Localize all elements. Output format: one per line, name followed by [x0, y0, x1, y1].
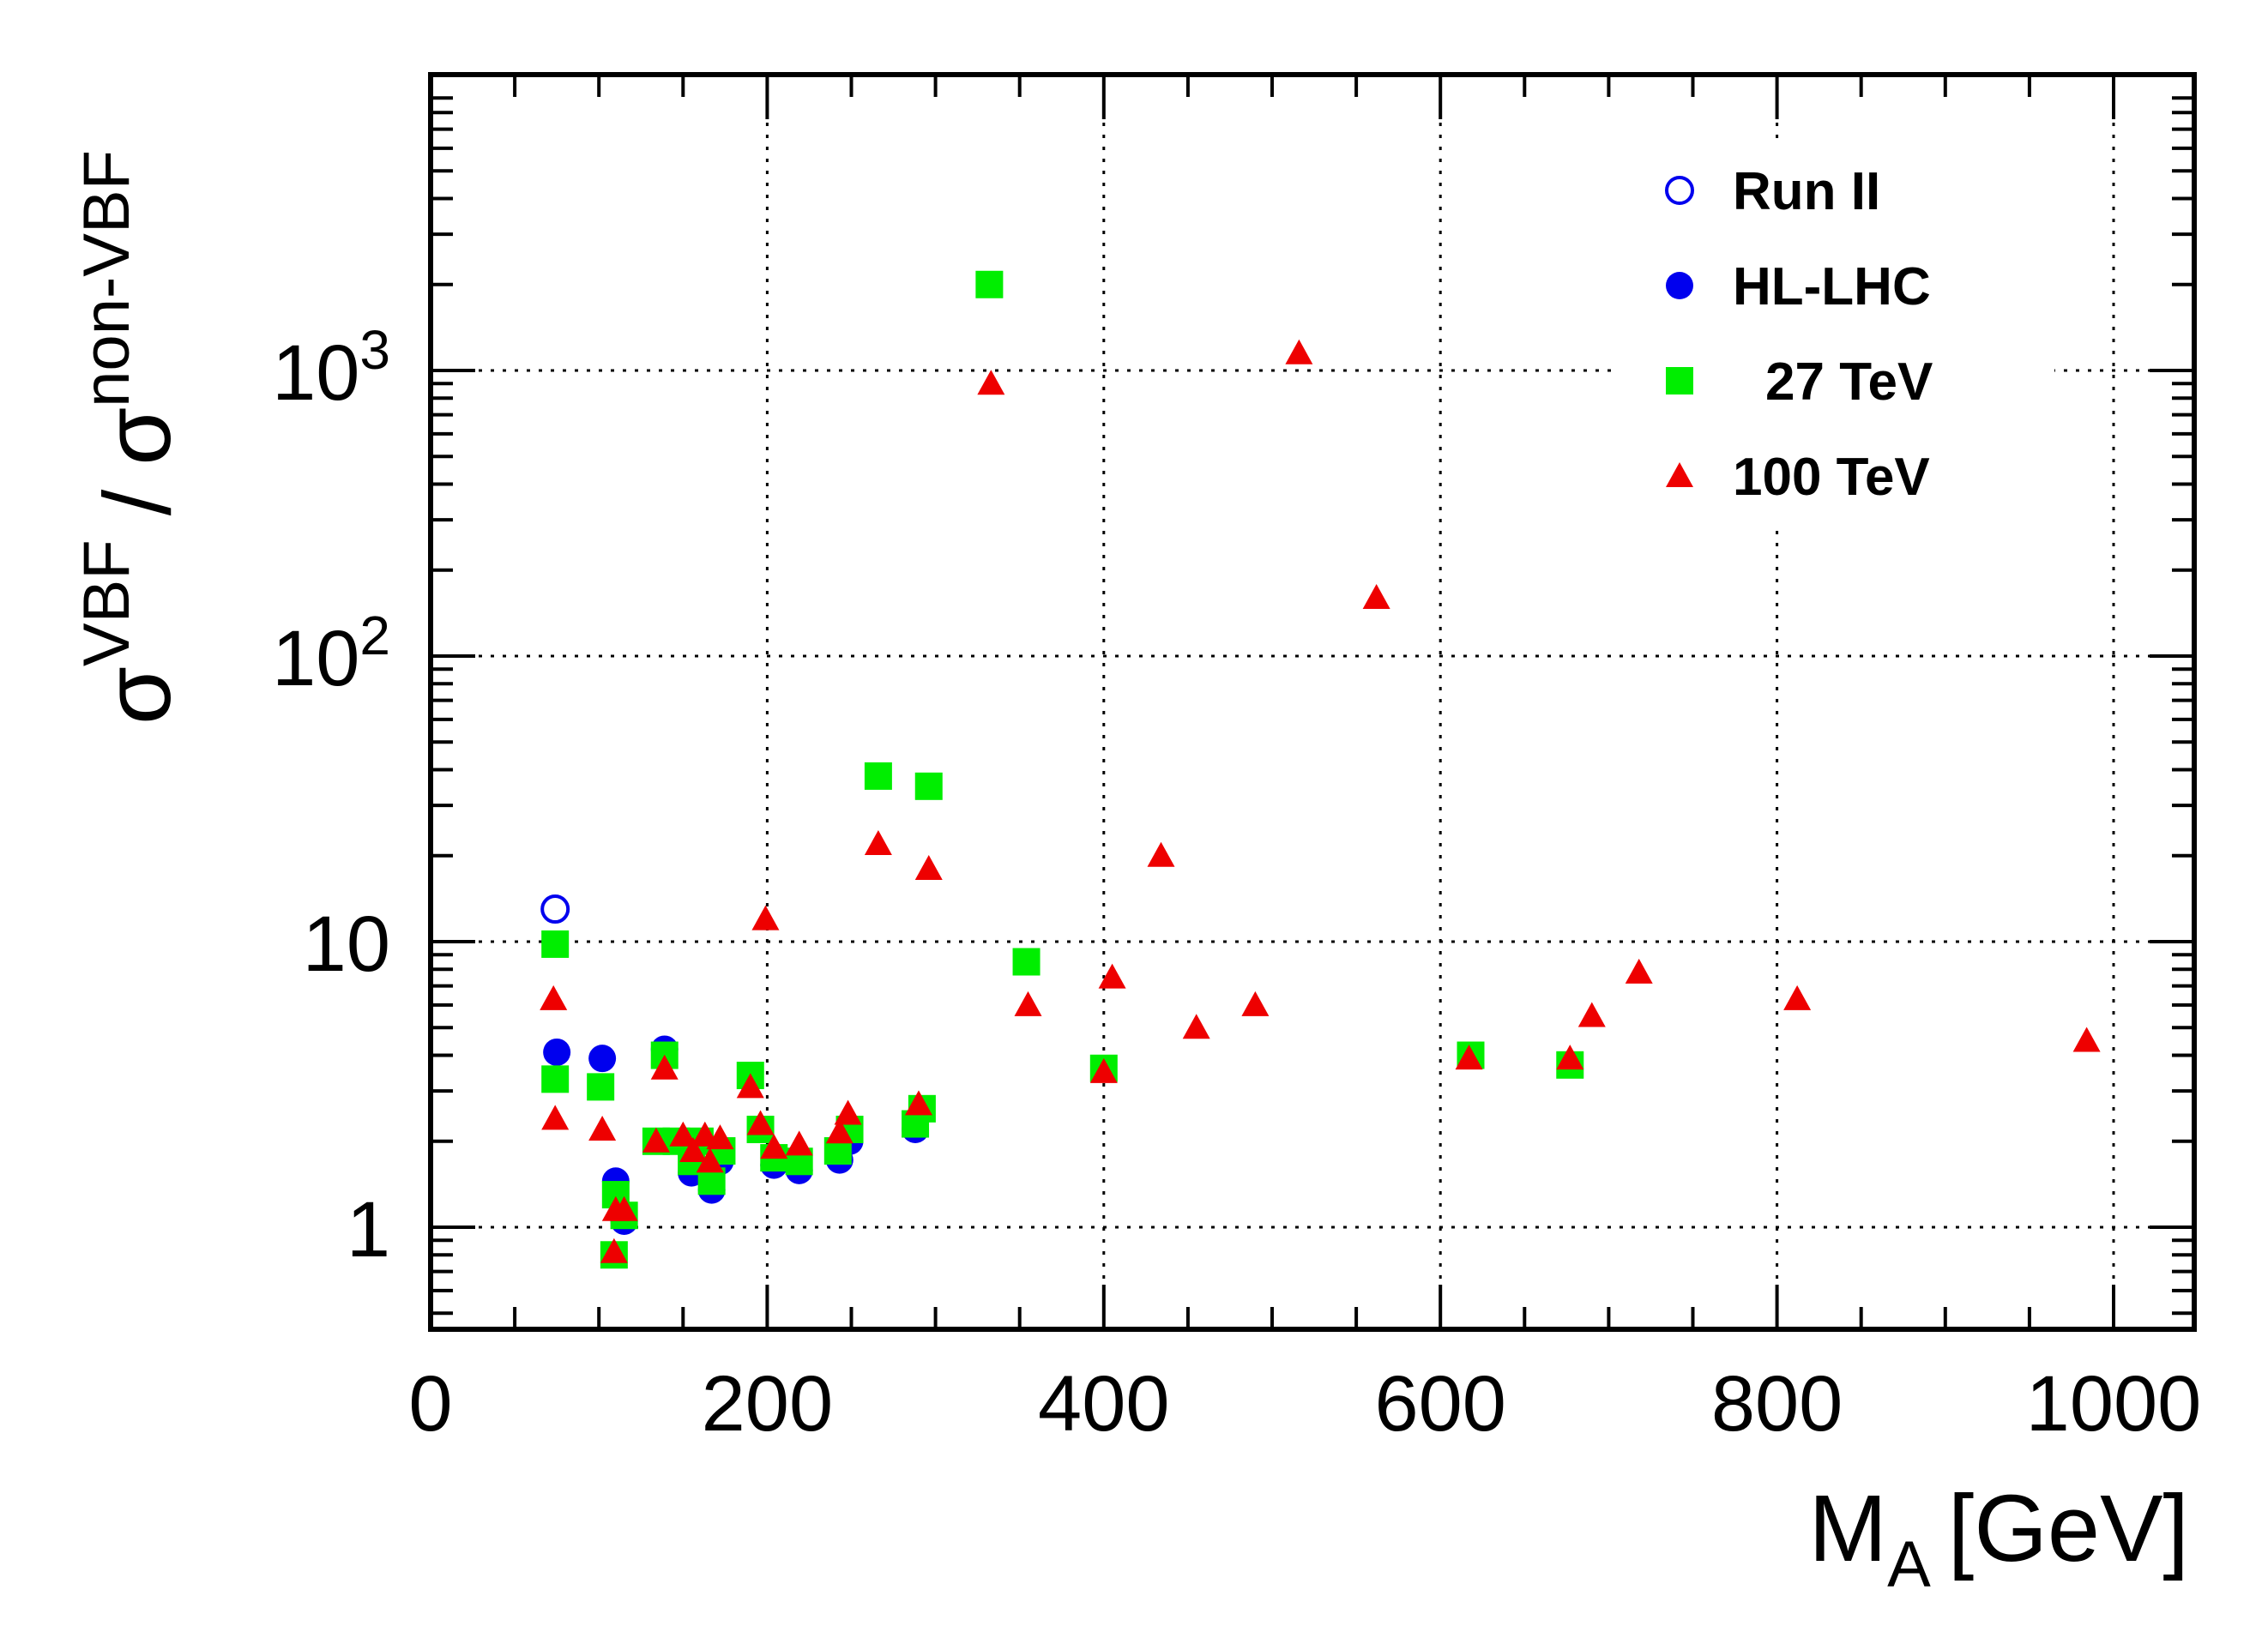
x-tick-label: 400 [1038, 1360, 1170, 1448]
legend: Run II HL-LHC 27 TeV 100 TeV [1617, 142, 2054, 527]
point-100-tev [650, 1054, 679, 1080]
y-axis-title-denominator: σ [85, 407, 190, 466]
point-100-tev [825, 1118, 854, 1144]
y-tick-label: 1 [347, 1186, 390, 1274]
point-100-tev [1625, 958, 1653, 984]
y-tick-label: 102 [272, 605, 390, 702]
point-27-tev [914, 772, 943, 800]
point-27-tev [864, 762, 892, 790]
point-100-tev [610, 1195, 638, 1221]
plot-frame [428, 72, 2197, 1332]
point-100-tev [540, 985, 568, 1010]
point-100-tev [706, 1124, 734, 1150]
point-100-tev [696, 1147, 724, 1173]
point-100-tev [588, 1115, 617, 1141]
point-100-tev [1577, 1002, 1606, 1027]
point-27-tev [975, 270, 1004, 298]
point-hl-lhc [543, 1038, 571, 1066]
point-100-tev [977, 370, 1005, 395]
legend-label-run-ii: Run II [1733, 162, 1880, 221]
y-tick-label: 10 [303, 900, 390, 988]
point-27-tev [541, 1065, 570, 1093]
point-27-tev [587, 1073, 615, 1101]
legend-marker-hl-lhc [1666, 272, 1693, 299]
y-axis-title-numerator-sup: VBF [70, 539, 143, 666]
point-run-ii [540, 894, 570, 924]
x-tick-labels: 0 200 400 600 800 1000 [408, 1360, 2201, 1448]
point-100-tev [1455, 1045, 1483, 1070]
series-run-ii [540, 894, 570, 924]
x-axis-title-subscript: A [1887, 1528, 1931, 1601]
point-100-tev [1098, 963, 1126, 989]
point-27-tev [541, 930, 570, 958]
legend-marker-27-tev [1666, 367, 1693, 394]
data-points [540, 270, 2101, 1269]
x-axis-title-unit: [GeV] [1948, 1476, 2189, 1581]
legend-marker-100-tev [1666, 462, 1693, 487]
point-100-tev [785, 1130, 813, 1156]
point-100-tev [1089, 1057, 1118, 1083]
series-27-tev [541, 270, 1584, 1269]
legend-label-100-tev: 100 TeV [1733, 448, 1930, 507]
point-100-tev [760, 1134, 788, 1159]
point-100-tev [1182, 1014, 1210, 1039]
x-axis-title: MA [GeV] [1808, 1476, 2189, 1601]
point-100-tev [904, 1090, 932, 1116]
legend-label-27-tev: 27 TeV [1765, 352, 1933, 412]
legend-background [1617, 142, 2054, 527]
x-tick-label: 600 [1374, 1360, 1506, 1448]
point-100-tev [1556, 1045, 1584, 1070]
point-100-tev [1147, 841, 1175, 867]
point-100-tev [914, 854, 943, 880]
y-tick-label: 103 [272, 319, 390, 417]
point-100-tev [1783, 985, 1812, 1010]
y-axis-title-denominator-sup: non-VBF [70, 150, 143, 407]
point-100-tev [736, 1073, 764, 1099]
point-100-tev [1241, 991, 1270, 1016]
point-100-tev [2072, 1027, 2101, 1052]
point-hl-lhc [588, 1045, 617, 1073]
series-100-tev [540, 339, 2101, 1263]
y-axis-title: σVBF/σnon-VBF [70, 150, 190, 725]
point-100-tev [679, 1137, 708, 1163]
x-tick-label: 1000 [2026, 1360, 2202, 1448]
point-27-tev [1012, 948, 1041, 976]
legend-label-hl-lhc: HL-LHC [1733, 257, 1931, 316]
point-100-tev [746, 1110, 775, 1135]
x-tick-label: 0 [408, 1360, 452, 1448]
x-tick-label: 200 [702, 1360, 834, 1448]
x-tick-label: 800 [1711, 1360, 1843, 1448]
point-100-tev [751, 905, 780, 930]
point-100-tev [864, 829, 892, 855]
y-axis-title-separator: / [85, 489, 190, 515]
point-100-tev [541, 1105, 570, 1130]
point-100-tev [1014, 991, 1042, 1016]
point-100-tev [1285, 339, 1313, 364]
point-100-tev [669, 1121, 697, 1147]
x-axis-title-main: M [1808, 1476, 1887, 1581]
point-100-tev [600, 1238, 628, 1263]
point-100-tev [834, 1099, 862, 1125]
y-axis-title-numerator: σ [85, 666, 190, 725]
point-100-tev [1362, 584, 1390, 610]
point-100-tev [642, 1127, 670, 1153]
y-tick-labels: 1 10 102 103 [272, 319, 390, 1274]
legend-marker-run-ii [1665, 176, 1694, 205]
